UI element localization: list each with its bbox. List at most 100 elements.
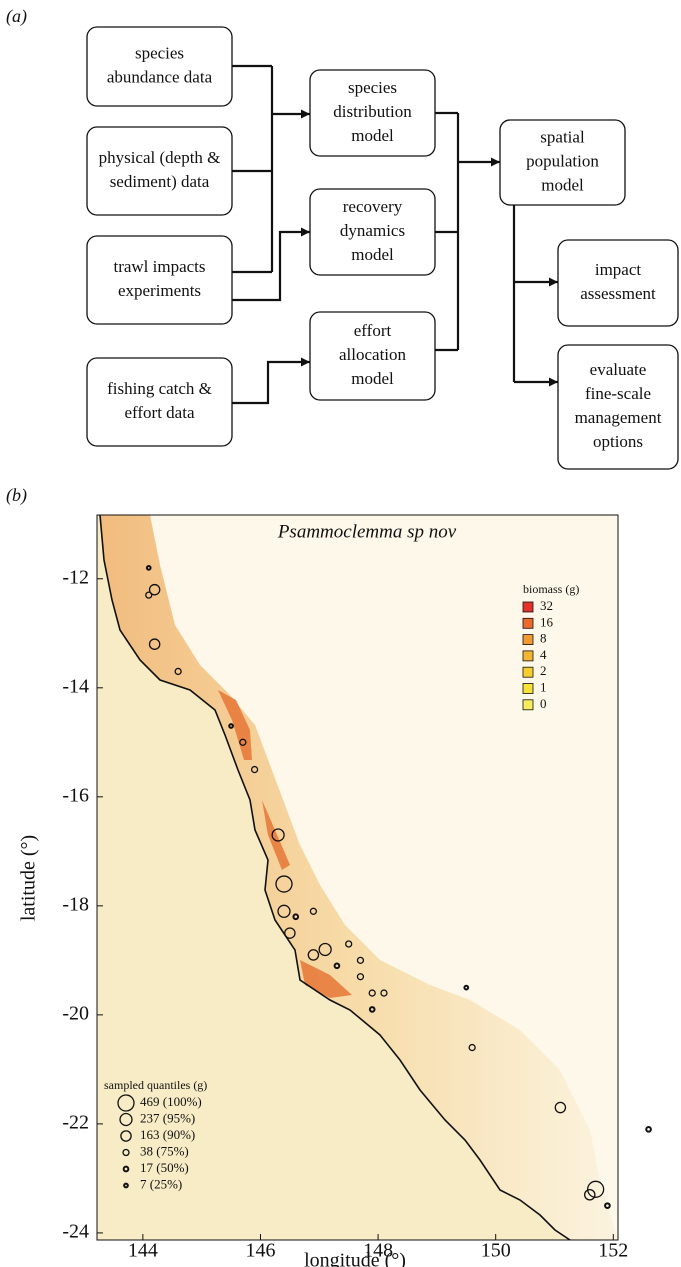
node-label: assessment bbox=[580, 284, 656, 303]
sample-point bbox=[356, 956, 365, 964]
sample-point bbox=[587, 1180, 605, 1198]
legend-label: 32 bbox=[540, 598, 553, 613]
sample-point bbox=[554, 1101, 567, 1114]
panel-label: (a) bbox=[6, 6, 27, 27]
node-label: model bbox=[541, 175, 584, 194]
sample-point bbox=[228, 723, 234, 729]
node-label: species bbox=[135, 43, 184, 62]
legend-circle bbox=[123, 1182, 129, 1189]
legend-label: 469 (100%) bbox=[140, 1094, 202, 1109]
sample-point bbox=[345, 940, 353, 948]
sample-point bbox=[250, 765, 259, 774]
node-label: sediment) data bbox=[110, 172, 210, 191]
map bbox=[97, 515, 618, 1240]
node-label: options bbox=[593, 432, 643, 451]
panel-label: (b) bbox=[6, 485, 27, 506]
legend-circle bbox=[119, 1112, 133, 1127]
legend-label: 17 (50%) bbox=[140, 1160, 189, 1175]
legend-swatch bbox=[522, 601, 534, 613]
sample-point bbox=[239, 738, 247, 746]
arrow bbox=[232, 357, 310, 405]
sample-point bbox=[604, 1202, 611, 1209]
node-label: allocation bbox=[339, 345, 407, 364]
node-label: spatial bbox=[540, 127, 585, 146]
legend-swatch bbox=[522, 634, 534, 645]
node-box bbox=[86, 126, 233, 216]
x-tick-label: 150 bbox=[481, 1240, 511, 1262]
legend-swatch bbox=[522, 666, 534, 678]
sample-point bbox=[284, 927, 296, 939]
node-label: management bbox=[575, 408, 662, 427]
legend-label: 163 (90%) bbox=[140, 1127, 195, 1142]
sample-point bbox=[645, 1126, 652, 1133]
node-label: evaluate bbox=[590, 360, 647, 379]
node-label: species bbox=[348, 78, 397, 97]
y-tick-label: -20 bbox=[62, 1002, 89, 1024]
sample-point bbox=[148, 583, 161, 596]
plot-frame bbox=[96, 514, 619, 1241]
x-tick-label: 144 bbox=[128, 1240, 158, 1262]
sample-point bbox=[380, 989, 388, 997]
x-tick-label: 146 bbox=[245, 1240, 275, 1262]
legend-label: 237 (95%) bbox=[140, 1110, 195, 1125]
legend-circle bbox=[122, 1165, 130, 1173]
legend-swatch bbox=[522, 617, 534, 629]
node-label: fishing catch & bbox=[107, 379, 212, 398]
sample-point bbox=[333, 962, 341, 970]
node-label: abundance data bbox=[107, 67, 213, 86]
sample-point bbox=[148, 638, 161, 650]
node-box bbox=[86, 26, 233, 107]
legend-label: 38 (75%) bbox=[140, 1143, 189, 1158]
sample-point bbox=[468, 1043, 476, 1052]
connector bbox=[435, 111, 460, 352]
node-label: model bbox=[351, 369, 394, 388]
sample-point bbox=[145, 591, 153, 599]
legend-label: 8 bbox=[540, 631, 547, 646]
y-tick-label: -16 bbox=[62, 784, 89, 806]
legend-title: biomass (g) bbox=[523, 582, 579, 596]
legend-label: 0 bbox=[540, 696, 547, 711]
legend-swatch bbox=[522, 650, 534, 662]
y-tick-label: -14 bbox=[62, 675, 89, 697]
legend-title: sampled quantiles (g) bbox=[104, 1078, 207, 1092]
node-label: experiments bbox=[118, 281, 201, 300]
sample-point bbox=[368, 1006, 376, 1013]
map-title: Psammoclemma sp nov bbox=[277, 521, 457, 542]
connector bbox=[232, 64, 274, 274]
sample-point bbox=[292, 913, 300, 921]
node-box bbox=[499, 119, 626, 206]
sample-point bbox=[356, 973, 365, 981]
x-tick-label: 152 bbox=[598, 1240, 628, 1262]
x-axis-label: longitude (°) bbox=[304, 1250, 406, 1267]
node-label: model bbox=[351, 245, 394, 264]
legend-circle bbox=[120, 1130, 132, 1142]
sample-point bbox=[174, 667, 182, 676]
flow-diagram: species abundance data physical (depth & se… bbox=[86, 26, 679, 470]
node-label: distribution bbox=[333, 102, 412, 121]
legend-label: 16 bbox=[540, 614, 554, 629]
legend-swatch bbox=[522, 699, 534, 711]
y-tick-label: -22 bbox=[62, 1111, 89, 1133]
y-tick-label: -24 bbox=[62, 1221, 89, 1243]
legend-label: 7 (25%) bbox=[140, 1176, 182, 1191]
sample-point bbox=[271, 828, 285, 842]
shelf bbox=[100, 515, 618, 1240]
node-box bbox=[557, 344, 679, 470]
node-label: physical (depth & bbox=[99, 148, 221, 167]
legend-label: 1 bbox=[540, 679, 547, 694]
sample-point bbox=[583, 1188, 596, 1201]
sample-point bbox=[309, 907, 318, 915]
node-label: fine-scale bbox=[585, 384, 651, 403]
node-label: recovery bbox=[343, 197, 403, 216]
node-box bbox=[86, 235, 233, 325]
node-box bbox=[309, 188, 436, 276]
node-label: impact bbox=[595, 260, 642, 279]
node-box bbox=[309, 69, 436, 157]
node-box bbox=[86, 357, 233, 447]
node-label: trawl impacts bbox=[113, 257, 205, 276]
node-box bbox=[309, 311, 436, 401]
sample-point bbox=[277, 904, 291, 918]
node-box bbox=[557, 239, 679, 327]
y-tick-label: -18 bbox=[62, 893, 89, 915]
